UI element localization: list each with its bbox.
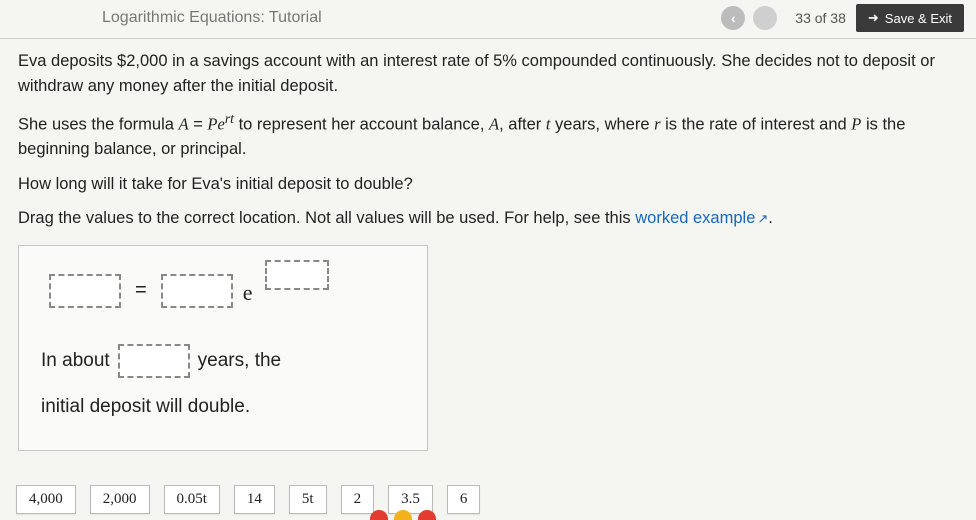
breadcrumb: Logarithmic Equations: Tutorial [102, 9, 322, 27]
save-exit-label: Save & Exit [885, 11, 952, 26]
paragraph-4: Drag the values to the correct location.… [18, 206, 958, 231]
chevron-left-icon: ‹ [731, 10, 736, 26]
drop-target-lhs[interactable] [49, 274, 121, 308]
e-base: e [243, 280, 253, 308]
paragraph-3: How long will it take for Eva's initial … [18, 172, 958, 197]
tile-4000[interactable]: 4,000 [16, 485, 76, 514]
nav-back-button[interactable]: ‹ [721, 6, 745, 30]
drop-target-coeff[interactable] [161, 274, 233, 308]
tile-5t[interactable]: 5t [289, 485, 327, 514]
equation-row: = e [41, 274, 405, 308]
decorative-dots [370, 510, 436, 520]
dot-icon [394, 510, 412, 520]
exit-icon: ➜ [868, 10, 879, 26]
nav-forward-button[interactable] [753, 6, 777, 30]
dot-icon [418, 510, 436, 520]
progress-indicator: 33 of 38 [795, 10, 846, 26]
worked-example-link[interactable]: worked example [635, 209, 755, 227]
paragraph-1: Eva deposits $2,000 in a savings account… [18, 49, 958, 99]
drop-target-exponent[interactable] [265, 260, 329, 290]
tile-6[interactable]: 6 [447, 485, 481, 514]
external-link-icon: ↗ [757, 211, 768, 226]
answer-sentence: In about years, the initial deposit will… [41, 342, 405, 426]
tile-2000[interactable]: 2,000 [90, 485, 150, 514]
interactive-workbox: = e In about years, the initial deposit … [18, 245, 428, 451]
save-exit-button[interactable]: ➜ Save & Exit [856, 4, 964, 32]
tile-14[interactable]: 14 [234, 485, 275, 514]
paragraph-2: She uses the formula A = Pert to represe… [18, 109, 958, 162]
drop-target-years[interactable] [118, 344, 190, 378]
tile-005t[interactable]: 0.05t [164, 485, 220, 514]
equals-sign: = [131, 279, 151, 308]
dot-icon [370, 510, 388, 520]
problem-text: Eva deposits $2,000 in a savings account… [0, 39, 976, 231]
